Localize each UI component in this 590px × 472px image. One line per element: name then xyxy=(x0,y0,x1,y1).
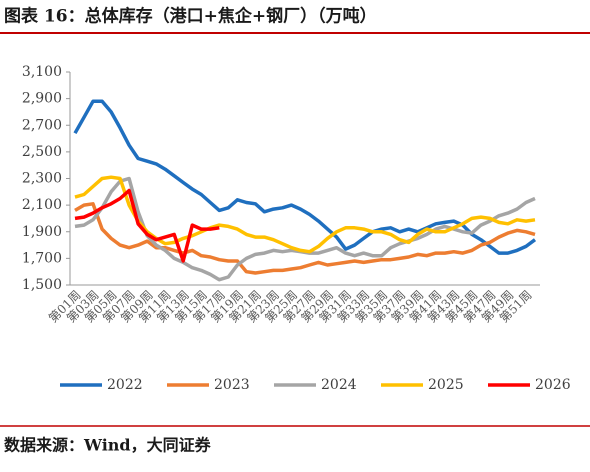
legend-label: 2023 xyxy=(214,377,250,393)
y-tick-label: 2,500 xyxy=(22,144,62,160)
y-tick-label: 2,700 xyxy=(22,117,62,133)
y-tick-label: 2,100 xyxy=(22,197,62,213)
y-tick-label: 1,500 xyxy=(22,277,62,293)
y-tick-label: 1,900 xyxy=(22,224,62,240)
series-line xyxy=(74,202,536,275)
legend-label: 2025 xyxy=(428,377,464,393)
chart-title: 图表 16：总体库存（港口+焦企+钢厂）（万吨） xyxy=(4,6,377,27)
y-tick-label: 3,100 xyxy=(22,64,62,80)
legend-label: 2022 xyxy=(107,377,143,393)
legend-label: 2026 xyxy=(535,377,571,393)
legend-label: 2024 xyxy=(321,377,357,393)
series-line xyxy=(73,99,537,255)
y-tick-label: 2,900 xyxy=(22,91,62,107)
series-line xyxy=(74,175,536,254)
series-line xyxy=(74,188,220,263)
y-tick-label: 1,700 xyxy=(22,250,62,266)
source: 数据来源：Wind，大同证券 xyxy=(4,436,212,455)
y-tick-label: 2,300 xyxy=(22,171,62,187)
